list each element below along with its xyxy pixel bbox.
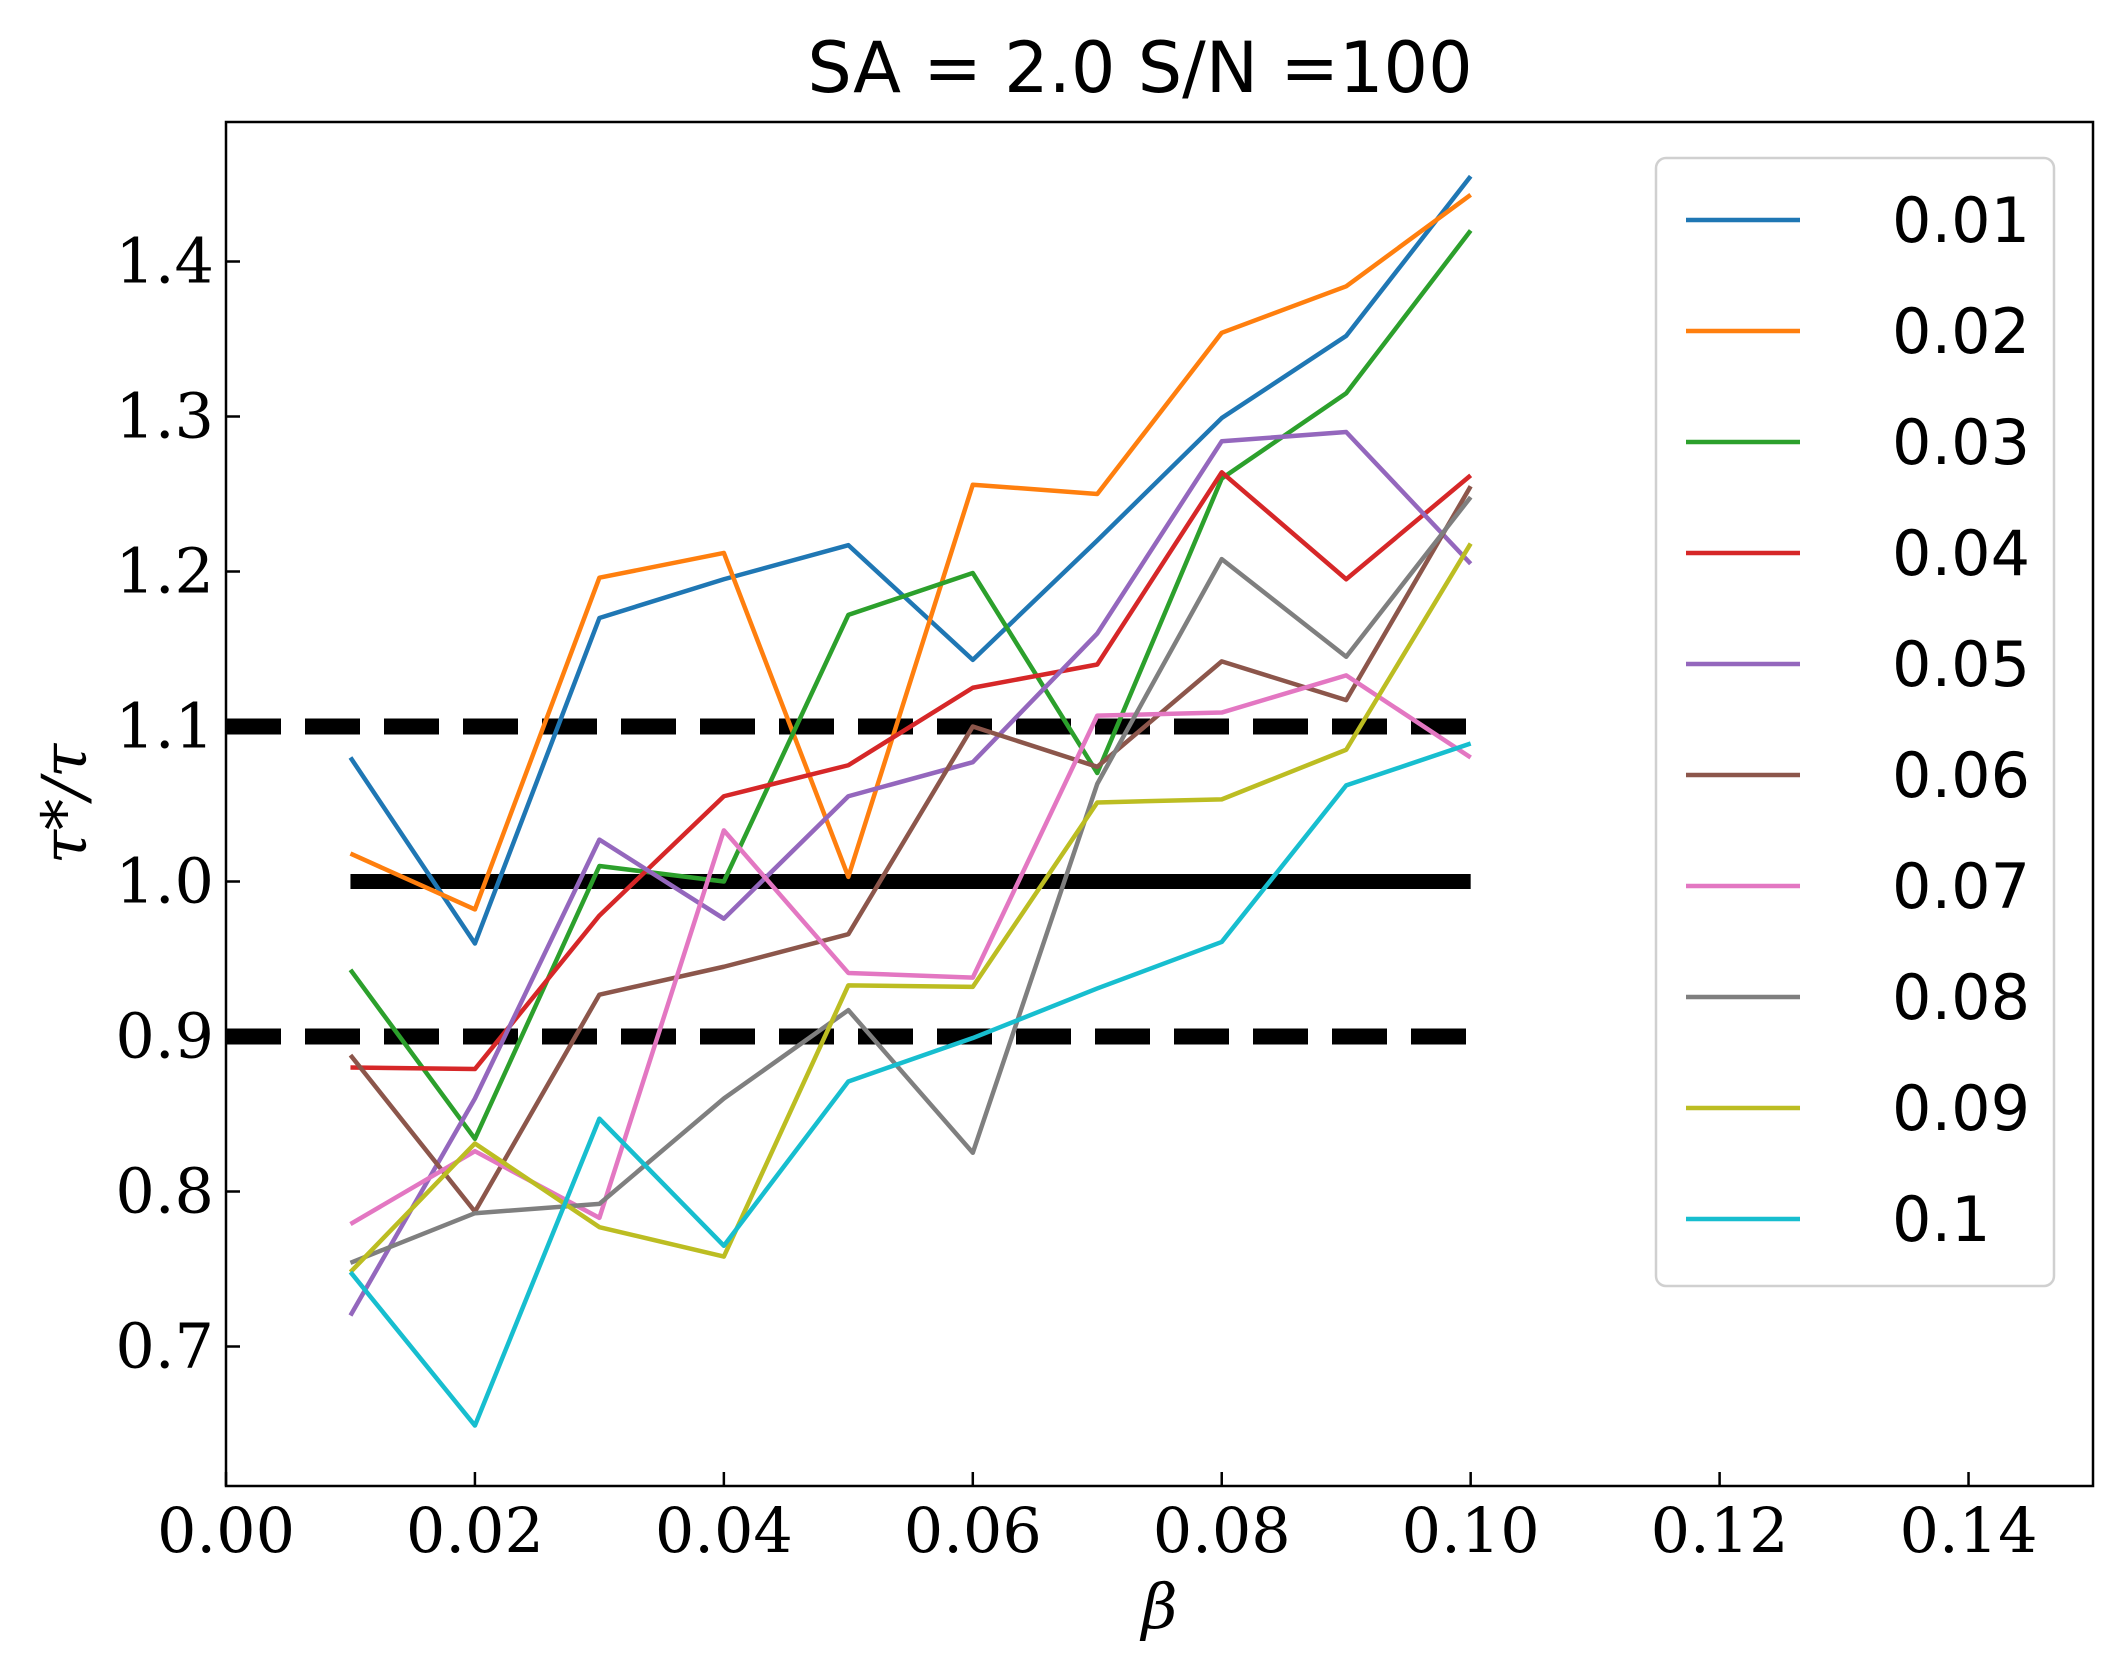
legend-label-0.03: 0.03 xyxy=(1892,406,2030,479)
y-tick-label: 1.4 xyxy=(115,225,214,298)
x-axis-ticks: 0.00 0.02 0.04 0.06 0.08 0.10 0.12 0.14 xyxy=(157,1472,2038,1567)
series-line-0.1 xyxy=(348,741,1472,1428)
legend-label-0.05: 0.05 xyxy=(1892,628,2030,701)
reference-lines xyxy=(226,718,1471,1045)
y-axis-ticks: 0.7 0.8 0.9 1.0 1.1 1.2 1.3 1.4 xyxy=(115,225,240,1383)
series-line-0.07 xyxy=(349,673,1472,1226)
legend-label-0.06: 0.06 xyxy=(1892,739,2030,812)
y-tick-label: 1.1 xyxy=(115,690,214,763)
series-line-0.04 xyxy=(350,470,1473,1072)
series-line-0.09 xyxy=(348,542,1473,1274)
x-tick-label: 0.10 xyxy=(1402,1494,1540,1567)
y-tick-label: 0.9 xyxy=(115,1000,214,1073)
y-tick-label: 0.8 xyxy=(115,1155,214,1228)
x-tick-label: 0.00 xyxy=(157,1494,295,1567)
chart-title: SA = 2.0 S/N =100 xyxy=(807,27,1472,109)
legend-label-0.02: 0.02 xyxy=(1892,295,2030,368)
legend-label-0.09: 0.09 xyxy=(1892,1072,2030,1145)
legend-label-0.1: 0.1 xyxy=(1892,1183,1991,1256)
series-line-0.01 xyxy=(348,174,1473,946)
y-tick-label: 0.7 xyxy=(115,1310,214,1383)
series-lines xyxy=(348,174,1473,1428)
x-tick-label: 0.08 xyxy=(1153,1494,1291,1567)
y-tick-label: 1.2 xyxy=(115,535,214,608)
legend-label-0.07: 0.07 xyxy=(1892,850,2030,923)
legend-label-0.04: 0.04 xyxy=(1892,517,2030,590)
series-line-0.05 xyxy=(348,429,1473,1317)
series-line-0.02 xyxy=(349,193,1472,912)
series-line-0.06 xyxy=(348,485,1473,1214)
x-tick-label: 0.14 xyxy=(1900,1494,2038,1567)
x-axis-label: β xyxy=(1140,1570,1178,1643)
legend: 0.01 0.02 0.03 0.04 0.05 0.06 0.07 0.08 0.09 0.1 xyxy=(1654,156,2056,1288)
y-tick-label: 1.3 xyxy=(115,380,214,453)
y-tick-label: 1.0 xyxy=(115,845,214,918)
series-line-0.08 xyxy=(349,495,1473,1265)
x-tick-label: 0.12 xyxy=(1651,1494,1789,1567)
y-axis-label: τ*/τ xyxy=(28,742,101,864)
x-tick-label: 0.06 xyxy=(904,1494,1042,1567)
legend-label-0.08: 0.08 xyxy=(1892,961,2030,1034)
x-tick-label: 0.02 xyxy=(406,1494,544,1567)
plot-frame xyxy=(224,120,2095,1488)
x-tick-label: 0.04 xyxy=(655,1494,793,1567)
legend-label-0.01: 0.01 xyxy=(1892,184,2030,257)
